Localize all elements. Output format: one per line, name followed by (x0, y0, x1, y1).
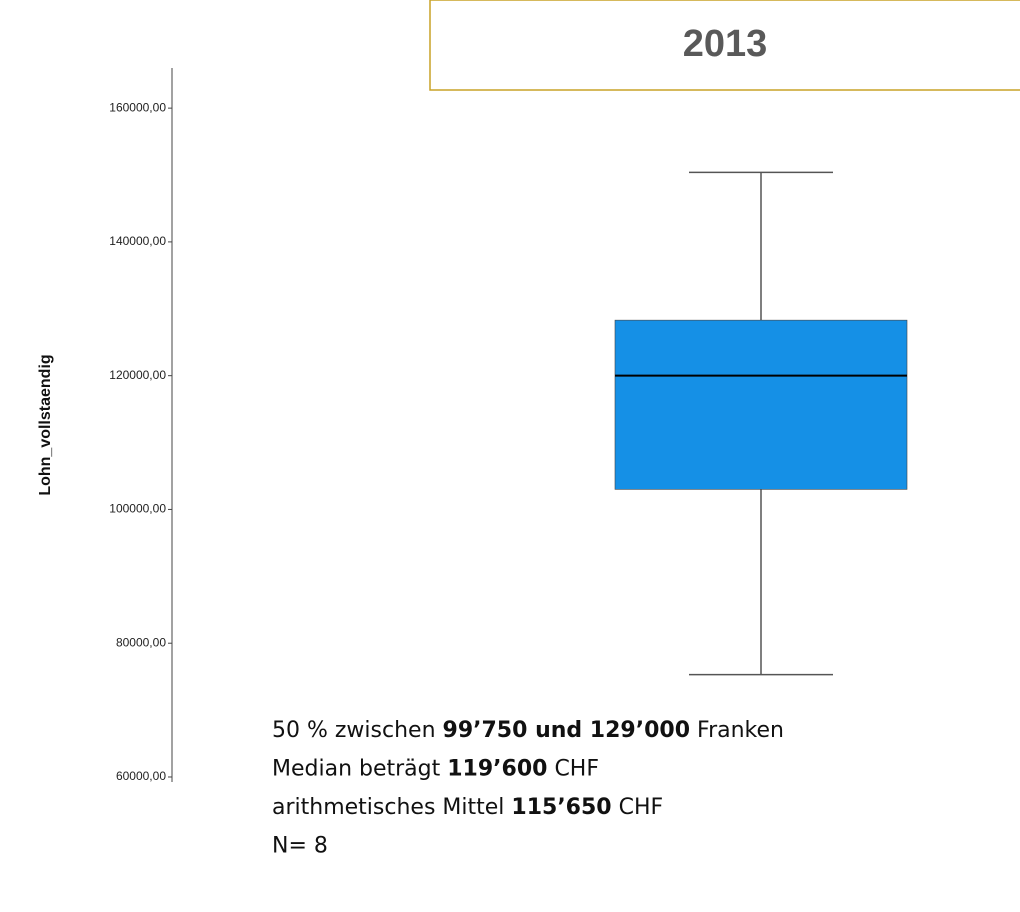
y-tick-label: 100000,00 (109, 502, 166, 516)
note-line: N= 8 (272, 834, 328, 859)
chart-title: 2013 (683, 23, 768, 65)
y-axis-label: Lohn_vollstaendig (37, 354, 54, 495)
y-tick-label: 120000,00 (109, 368, 166, 382)
note-text: 115’650 (511, 795, 611, 820)
note-text: Median beträgt (272, 757, 447, 782)
note-text: Franken (690, 718, 784, 743)
note-text: 99’750 und 129’000 (443, 718, 691, 743)
box (614, 319, 908, 490)
note-text: CHF (547, 757, 599, 782)
note-text: 119’600 (447, 757, 547, 782)
note-text: arithmetisches Mittel (272, 795, 511, 820)
y-tick-label: 80000,00 (116, 635, 166, 649)
note-text: N= 8 (272, 834, 328, 859)
y-tick-label: 160000,00 (109, 100, 166, 114)
note-text: 50 % zwischen (272, 718, 443, 743)
y-tick-label: 140000,00 (109, 234, 166, 248)
note-text: CHF (612, 795, 664, 820)
note-line: arithmetisches Mittel 115’650 CHF (272, 795, 663, 820)
note-line: 50 % zwischen 99’750 und 129’000 Franken (272, 718, 784, 743)
note-line: Median beträgt 119’600 CHF (272, 757, 599, 782)
y-tick-label: 60000,00 (116, 769, 166, 783)
title-box (429, 0, 1020, 91)
